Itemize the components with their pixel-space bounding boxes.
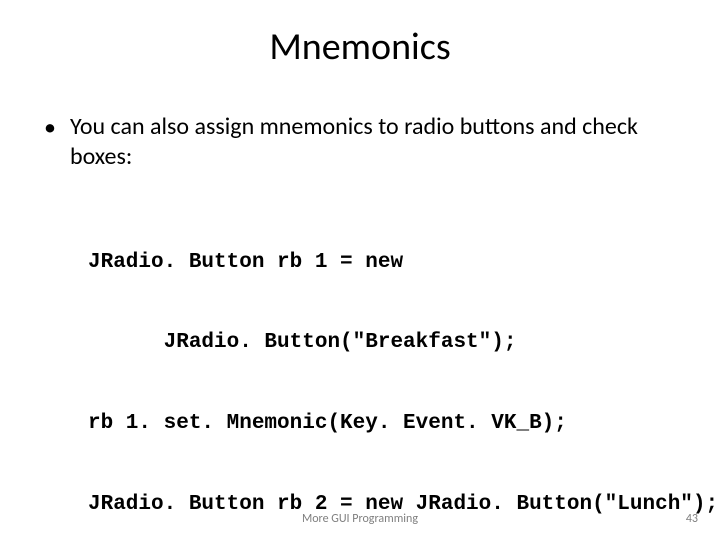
page-number: 43 <box>686 512 698 526</box>
slide-title: Mnemonics <box>44 24 676 70</box>
code-line: JRadio. Button("Breakfast"); <box>88 330 656 357</box>
code-block: JRadio. Button rb 1 = new JRadio. Button… <box>88 196 656 540</box>
code-line: JRadio. Button rb 1 = new <box>88 250 656 277</box>
footer-center: More GUI Programming <box>0 512 720 526</box>
bullet-text: You can also assign mnemonics to radio b… <box>70 112 676 172</box>
slide: Mnemonics • You can also assign mnemonic… <box>0 0 720 540</box>
code-line: rb 1. set. Mnemonic(Key. Event. VK_B); <box>88 411 656 438</box>
bullet-marker: • <box>44 116 56 140</box>
bullet-item: • You can also assign mnemonics to radio… <box>44 112 676 172</box>
